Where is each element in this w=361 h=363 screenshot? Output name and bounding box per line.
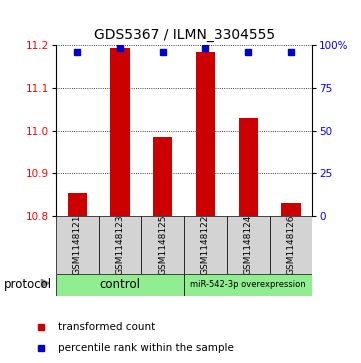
Text: percentile rank within the sample: percentile rank within the sample bbox=[58, 343, 234, 354]
Bar bbox=[270, 216, 312, 274]
Text: GSM1148121: GSM1148121 bbox=[73, 215, 82, 275]
Text: control: control bbox=[100, 278, 140, 291]
Text: GSM1148125: GSM1148125 bbox=[158, 215, 167, 275]
Bar bbox=[239, 118, 258, 216]
Bar bbox=[56, 274, 184, 296]
Bar bbox=[99, 216, 142, 274]
Bar bbox=[196, 52, 215, 216]
Bar bbox=[153, 137, 172, 216]
Text: miR-542-3p overexpression: miR-542-3p overexpression bbox=[190, 281, 306, 289]
Bar bbox=[56, 216, 99, 274]
Title: GDS5367 / ILMN_3304555: GDS5367 / ILMN_3304555 bbox=[93, 28, 275, 42]
Text: GSM1148124: GSM1148124 bbox=[244, 215, 253, 275]
Text: GSM1148126: GSM1148126 bbox=[286, 215, 295, 275]
Bar bbox=[110, 48, 130, 216]
Text: GSM1148122: GSM1148122 bbox=[201, 215, 210, 275]
Bar bbox=[227, 216, 270, 274]
Text: GSM1148123: GSM1148123 bbox=[116, 215, 125, 275]
Bar bbox=[281, 203, 300, 216]
Bar bbox=[184, 274, 312, 296]
Text: transformed count: transformed count bbox=[58, 322, 155, 332]
Bar bbox=[184, 216, 227, 274]
Bar bbox=[68, 192, 87, 216]
Bar bbox=[142, 216, 184, 274]
Text: protocol: protocol bbox=[4, 278, 52, 291]
